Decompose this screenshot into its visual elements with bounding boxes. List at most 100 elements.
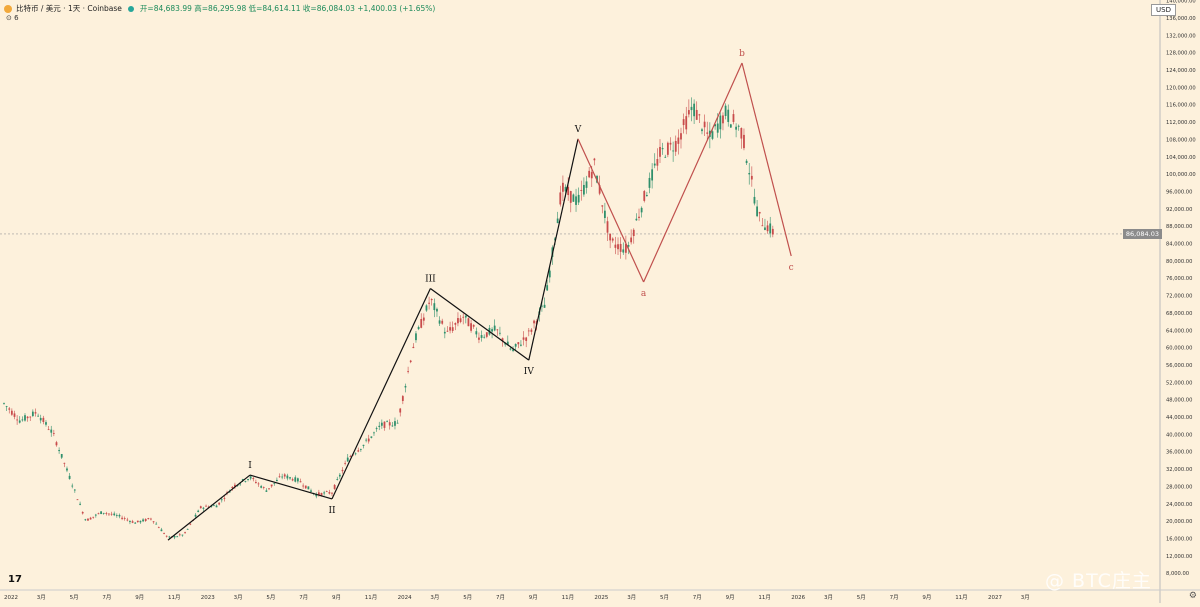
candle-body	[459, 318, 462, 322]
currency-selector[interactable]: USD	[1151, 4, 1176, 16]
x-axis-label: 9月	[529, 594, 538, 601]
candle-body	[769, 223, 772, 234]
candle-body	[92, 516, 95, 518]
candle-body	[522, 337, 525, 340]
candle-body	[651, 169, 654, 181]
candle-body	[753, 196, 756, 204]
y-axis-label: 136,000.00	[1166, 16, 1196, 22]
candle-body	[635, 218, 638, 221]
wave-line[interactable]	[331, 288, 431, 500]
wave-label: IV	[524, 367, 535, 377]
x-axis-label: 3月	[430, 594, 439, 601]
candle-body	[307, 486, 310, 490]
candle-body	[771, 228, 774, 235]
wave-label: V	[574, 125, 582, 135]
x-axis-label: 11月	[758, 594, 771, 601]
candle-body	[234, 484, 236, 487]
y-axis-label: 132,000.00	[1166, 33, 1196, 39]
candle-body	[559, 192, 562, 205]
candle-body	[68, 475, 71, 479]
wave-line[interactable]	[249, 474, 333, 500]
y-axis-label: 88,000.00	[1166, 224, 1192, 230]
candle-body	[598, 185, 601, 194]
candle-body	[157, 527, 160, 529]
candle-body	[449, 327, 451, 331]
candle-body	[672, 150, 675, 152]
y-axis-label: 20,000.00	[1166, 519, 1192, 525]
y-axis-label: 12,000.00	[1166, 554, 1192, 560]
wave-line[interactable]	[577, 138, 645, 283]
candle-body	[317, 492, 320, 495]
candle-body	[412, 346, 415, 349]
candle-body	[257, 483, 260, 485]
candle-body	[176, 536, 179, 538]
y-axis-label: 124,000.00	[1166, 68, 1196, 74]
candle-body	[296, 478, 299, 482]
candle-body	[470, 323, 472, 331]
candle-body	[724, 105, 727, 116]
candle-body	[184, 532, 186, 534]
wave-label: I	[248, 461, 252, 471]
candle-body	[223, 498, 226, 499]
candle-body	[168, 536, 171, 538]
wave-label: a	[641, 289, 647, 299]
candle-body	[669, 142, 672, 145]
candle-body	[286, 475, 289, 479]
candle-body	[585, 181, 588, 188]
candle-body	[764, 227, 766, 231]
candle-body	[213, 505, 215, 507]
candle-body	[706, 132, 709, 134]
candle-body	[94, 514, 97, 516]
candle-body	[126, 519, 129, 521]
y-axis-label: 76,000.00	[1166, 276, 1192, 282]
candle-body	[569, 191, 572, 203]
candle-body	[134, 522, 137, 524]
candle-body	[493, 325, 496, 331]
candle-body	[5, 406, 8, 408]
candle-body	[21, 419, 24, 421]
candle-body	[643, 191, 646, 201]
wave-line[interactable]	[528, 138, 579, 361]
x-axis-label: 5月	[70, 594, 79, 601]
wave-label: II	[328, 506, 336, 516]
candle-body	[680, 133, 682, 140]
candle-body	[202, 507, 205, 509]
wave-line[interactable]	[741, 62, 792, 257]
candle-body	[18, 420, 21, 423]
candle-body	[433, 303, 436, 311]
candle-body	[197, 510, 200, 513]
wave-line[interactable]	[643, 62, 743, 283]
x-axis-label: 11月	[365, 594, 378, 601]
candle-body	[527, 330, 530, 332]
y-axis-label: 72,000.00	[1166, 294, 1192, 300]
last-price-label: 86,084.03	[1122, 229, 1162, 239]
indicator-count[interactable]: ⊙ 6	[6, 14, 19, 22]
candle-body	[367, 438, 370, 442]
wave-line[interactable]	[167, 474, 251, 541]
x-axis-label: 2027	[988, 595, 1002, 601]
candle-body	[603, 210, 606, 219]
candle-body	[543, 304, 546, 308]
y-axis-label: 56,000.00	[1166, 363, 1192, 369]
symbol-title[interactable]: 比特币 / 美元 · 1天 · Coinbase	[16, 4, 122, 13]
tradingview-logo[interactable]: 17	[8, 574, 22, 585]
candle-body	[331, 492, 333, 494]
candle-body	[572, 194, 575, 202]
x-axis-label: 5月	[266, 594, 275, 601]
y-axis-label: 48,000.00	[1166, 398, 1192, 404]
candle-body	[336, 479, 339, 480]
wave-line[interactable]	[430, 288, 530, 361]
candle-body	[590, 172, 593, 179]
candle-body	[462, 316, 465, 318]
candle-body	[102, 512, 105, 514]
candle-body	[375, 428, 378, 430]
candle-body	[160, 529, 163, 532]
candle-body	[63, 462, 66, 464]
settings-gear-icon[interactable]: ⚙	[1188, 591, 1197, 601]
candle-body	[344, 462, 347, 464]
candle-body	[270, 484, 273, 487]
candle-body	[294, 477, 297, 482]
symbol-header[interactable]: 比特币 / 美元 · 1天 · Coinbase 开=84,683.99 高=8…	[4, 3, 435, 14]
